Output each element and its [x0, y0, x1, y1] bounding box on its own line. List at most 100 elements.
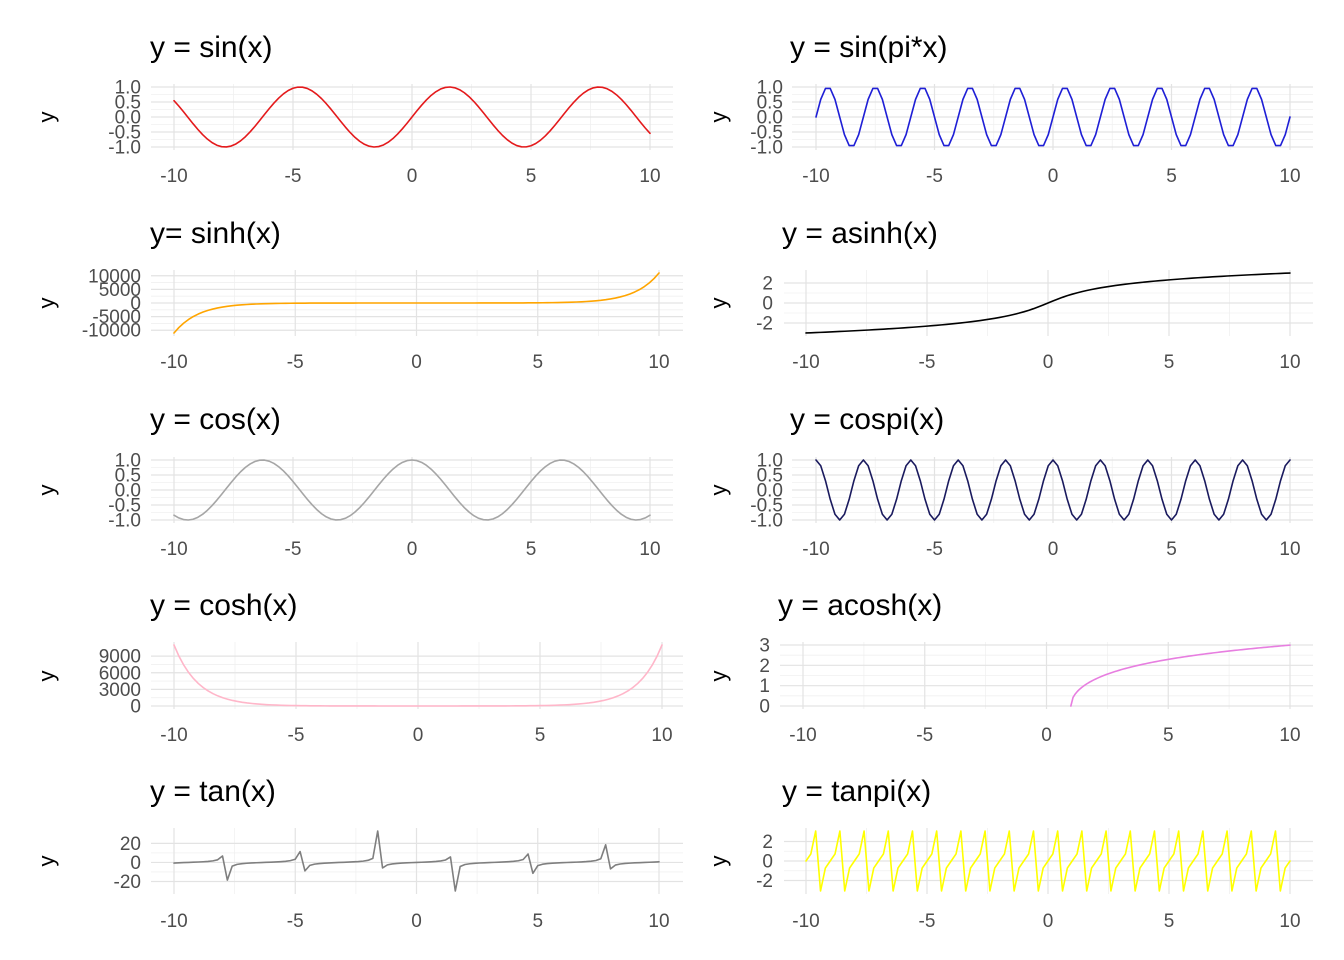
x-tick-label: -10	[792, 911, 819, 932]
chart-title: y = tan(x)	[150, 775, 276, 808]
chart-title: y = acosh(x)	[778, 589, 942, 622]
y-tick-label: -5000	[92, 307, 141, 328]
x-tick-label: 5	[526, 539, 537, 560]
y-tick-label: 0	[762, 852, 773, 873]
y-tick-label: 10000	[88, 266, 141, 287]
chart-title: y = sin(x)	[150, 31, 273, 64]
series-line-1	[1070, 644, 1291, 707]
x-tick-label: 5	[1164, 352, 1175, 373]
x-tick-label: 10	[1279, 539, 1300, 560]
y-axis-label: y	[34, 856, 59, 867]
y-tick-label: -2	[756, 314, 773, 335]
x-tick-label: -5	[287, 352, 304, 373]
y-tick-label: 1.0	[757, 78, 783, 99]
y-tick-label: 3	[759, 636, 770, 657]
x-tick-label: -5	[285, 539, 302, 560]
x-tick-label: 0	[411, 352, 422, 373]
y-axis-label: y	[706, 298, 731, 309]
series-line-1	[173, 86, 651, 148]
x-tick-label: 10	[1279, 725, 1300, 746]
series-line-1	[815, 87, 1291, 147]
x-tick-label: -10	[160, 352, 187, 373]
chart-panel-5: y = cos(x) y 1.00.50.0-0.5-1.0 -10 -5 0 5 10	[34, 403, 673, 560]
x-tick-label: 5	[526, 166, 537, 187]
y-tick-label: 0.0	[115, 108, 141, 129]
x-tick-label: 0	[1048, 166, 1059, 187]
x-tick-label: 10	[648, 911, 669, 932]
series-line-1	[805, 272, 1291, 334]
x-tick-label: -5	[926, 166, 943, 187]
x-tick-label: 0	[413, 725, 424, 746]
y-axis-label: y	[706, 485, 731, 496]
y-tick-label: -1.0	[750, 138, 783, 159]
y-tick-label: -1.0	[750, 511, 783, 532]
y-axis-label: y	[706, 856, 731, 867]
y-tick-label: 0.5	[757, 93, 783, 114]
x-tick-label: 5	[1164, 911, 1175, 932]
x-tick-label: 5	[532, 352, 543, 373]
x-tick-label: -10	[802, 539, 829, 560]
x-tick-label: 0	[1043, 911, 1054, 932]
series-line-1	[173, 644, 663, 707]
chart-panel-10: y = tanpi(x)y20-2-10 -5 0 5 10	[706, 775, 1313, 932]
series-line-1	[173, 272, 660, 334]
x-tick-label: 10	[639, 166, 660, 187]
y-tick-label: 20	[120, 834, 141, 855]
y-tick-label: -0.5	[750, 496, 783, 517]
x-tick-label: 5	[1166, 539, 1177, 560]
x-tick-label: -5	[919, 352, 936, 373]
y-tick-label: -2	[756, 871, 773, 892]
y-tick-label: 6000	[99, 663, 141, 684]
x-tick-label: -10	[160, 539, 187, 560]
y-tick-label: 0	[130, 853, 141, 874]
y-tick-label: 0.5	[115, 466, 141, 487]
chart-title: y = cospi(x)	[790, 403, 944, 436]
y-tick-label: 9000	[99, 647, 141, 668]
y-tick-label: 1.0	[115, 451, 141, 472]
x-tick-label: 10	[1279, 911, 1300, 932]
x-tick-label: -10	[160, 911, 187, 932]
y-tick-label: 5000	[99, 280, 141, 301]
chart-title: y = cosh(x)	[150, 589, 298, 622]
y-axis-label: y	[706, 671, 731, 682]
x-tick-label: -10	[160, 725, 187, 746]
y-tick-label: 0.0	[115, 481, 141, 502]
series-line-1	[173, 459, 651, 521]
x-tick-label: 10	[648, 352, 669, 373]
y-tick-label: -0.5	[750, 123, 783, 144]
x-tick-label: -10	[802, 166, 829, 187]
x-tick-label: -10	[160, 166, 187, 187]
y-tick-label: 1	[759, 676, 770, 697]
y-tick-label: 0	[130, 697, 141, 718]
x-tick-label: 5	[535, 725, 546, 746]
x-tick-label: -5	[288, 725, 305, 746]
x-tick-label: 5	[532, 911, 543, 932]
chart-title: y = sin(pi*x)	[790, 31, 948, 64]
y-tick-label: 2	[759, 656, 770, 677]
y-axis-label: y	[34, 485, 59, 496]
chart-panel-1: y = sin(x) y 1.00.50.0-0.5-1.0 -10 -5 0 5 10	[34, 31, 673, 187]
x-tick-label: 10	[1279, 166, 1300, 187]
y-tick-label: -20	[114, 872, 141, 893]
x-tick-label: -5	[926, 539, 943, 560]
y-tick-label: -1.0	[108, 138, 141, 159]
x-tick-label: -5	[287, 911, 304, 932]
y-tick-label: 0	[130, 294, 141, 315]
y-tick-label: -10000	[82, 321, 141, 342]
x-tick-label: 0	[411, 911, 422, 932]
chart-title: y = cos(x)	[150, 403, 281, 436]
x-tick-label: 0	[1048, 539, 1059, 560]
x-tick-label: 5	[1163, 725, 1174, 746]
x-tick-label: -10	[789, 725, 816, 746]
y-tick-label: 0.0	[757, 108, 783, 129]
y-tick-label: -0.5	[108, 123, 141, 144]
x-tick-label: -5	[916, 725, 933, 746]
y-axis-label: y	[34, 112, 59, 123]
y-tick-label: 2	[762, 274, 773, 295]
